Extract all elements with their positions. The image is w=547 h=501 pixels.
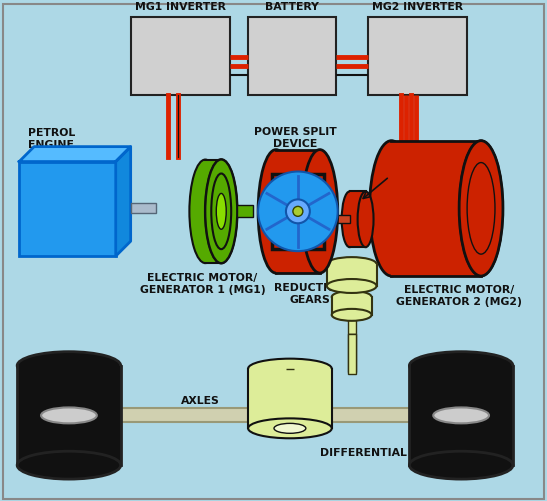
Bar [409,366,513,465]
Ellipse shape [293,206,303,216]
Polygon shape [19,147,131,161]
Ellipse shape [189,160,221,263]
Ellipse shape [370,141,414,276]
Bar [320,215,350,223]
Text: POWER SPLIT
DEVICE: POWER SPLIT DEVICE [253,127,336,149]
Bar [348,264,356,334]
Ellipse shape [258,150,294,273]
Ellipse shape [286,199,310,223]
Bar [272,173,324,249]
Text: AXLES: AXLES [181,396,220,406]
Ellipse shape [211,173,231,249]
Text: REDUCTION
GEARS: REDUCTION GEARS [274,283,346,305]
Text: DIFFERENTIAL: DIFFERENTIAL [320,448,406,458]
Ellipse shape [342,191,358,247]
Bar [131,203,155,213]
Ellipse shape [205,160,237,263]
Ellipse shape [248,418,331,438]
Ellipse shape [248,359,331,379]
Ellipse shape [459,141,503,276]
Bar [205,160,221,263]
Ellipse shape [258,171,337,251]
Text: ELECTRIC MOTOR/
GENERATOR 2 (MG2): ELECTRIC MOTOR/ GENERATOR 2 (MG2) [396,285,522,307]
Bar [43,408,501,422]
Ellipse shape [327,257,376,271]
Text: MG1 INVERTER: MG1 INVERTER [135,2,226,12]
Ellipse shape [331,309,371,321]
Ellipse shape [433,407,489,423]
Bar [19,161,116,256]
Bar [248,17,336,95]
Ellipse shape [41,407,97,423]
Ellipse shape [409,352,513,380]
Bar [221,205,253,217]
Ellipse shape [459,141,503,276]
Ellipse shape [331,291,371,303]
Text: FRONT
WHEELS: FRONT WHEELS [36,440,86,462]
Text: BATTERY: BATTERY [265,2,319,12]
Ellipse shape [260,420,320,436]
Text: SILENT
CHAIN: SILENT CHAIN [375,157,417,178]
Bar [17,366,121,465]
Ellipse shape [358,191,374,247]
Bar [276,150,320,273]
Ellipse shape [17,451,121,479]
Bar [131,17,230,95]
Bar [348,334,356,374]
Ellipse shape [302,150,337,273]
Bar [350,191,365,247]
Bar [348,334,356,372]
Bar [331,297,371,315]
Bar [327,264,376,286]
Bar [392,141,481,276]
Text: ELECTRIC MOTOR/
GENERATOR 1 (MG1): ELECTRIC MOTOR/ GENERATOR 1 (MG1) [139,273,265,295]
Ellipse shape [216,193,226,229]
Ellipse shape [274,423,306,433]
Text: PETROL
ENGINE: PETROL ENGINE [28,128,75,150]
Ellipse shape [467,162,495,254]
Ellipse shape [17,352,121,380]
Ellipse shape [205,160,237,263]
Ellipse shape [409,451,513,479]
Polygon shape [116,147,131,256]
Ellipse shape [327,279,376,293]
Bar [248,369,331,428]
Text: MG2 INVERTER: MG2 INVERTER [372,2,463,12]
Bar [368,17,467,95]
